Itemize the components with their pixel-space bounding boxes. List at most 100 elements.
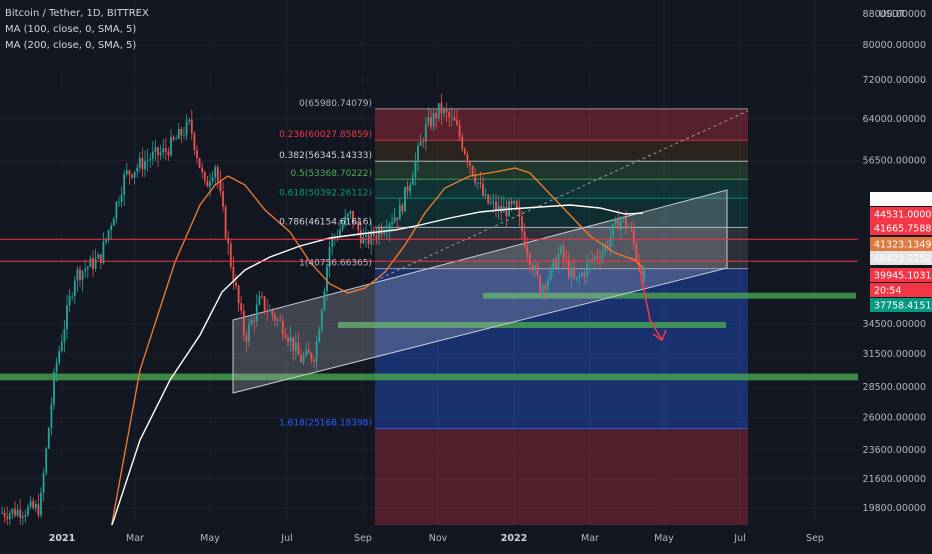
candle-body bbox=[86, 267, 89, 269]
candle-body bbox=[21, 516, 24, 519]
candle-body bbox=[53, 371, 55, 405]
ma100-line bbox=[107, 167, 644, 546]
candle-body bbox=[500, 205, 503, 213]
candle-body bbox=[167, 151, 170, 156]
price-tag: 40423.22523 bbox=[874, 254, 932, 265]
fib-label: 0(65980.74079) bbox=[299, 99, 372, 109]
candle-body bbox=[219, 181, 222, 192]
candle-body bbox=[141, 158, 144, 170]
time-axis[interactable]: 2021 Mar May Jul Sep Nov 2022 Mar May Jul Sep bbox=[0, 525, 932, 550]
fib-label: 0.786(46154.61616) bbox=[279, 217, 372, 227]
candle-body bbox=[47, 427, 50, 449]
candle-body bbox=[118, 201, 120, 203]
support-zones[interactable] bbox=[0, 292, 868, 381]
candle-body bbox=[120, 194, 123, 202]
price-axis-label: 80000.00000 bbox=[863, 40, 926, 51]
candle-body bbox=[617, 218, 620, 230]
candle-body bbox=[40, 492, 42, 516]
candle-body bbox=[484, 194, 487, 196]
candle-body bbox=[352, 210, 354, 224]
candle-body bbox=[344, 216, 347, 226]
candle-body bbox=[521, 216, 523, 232]
candle-body bbox=[305, 349, 308, 356]
candle-body bbox=[443, 108, 445, 114]
candle-body bbox=[456, 120, 458, 125]
candle-body bbox=[482, 183, 484, 196]
price-tag-bg bbox=[870, 237, 932, 251]
time-axis-label: Sep bbox=[354, 533, 372, 544]
legend-title: Bitcoin / Tether, 1D, BITTREX bbox=[5, 8, 149, 19]
candle-body bbox=[575, 276, 578, 279]
candle-body bbox=[170, 137, 172, 156]
candle-body bbox=[323, 291, 326, 310]
arrow-line bbox=[639, 269, 663, 341]
candle-body bbox=[300, 354, 302, 363]
candle-body bbox=[318, 329, 321, 342]
candle-body bbox=[495, 201, 497, 211]
candle-body bbox=[81, 270, 84, 280]
support-zone bbox=[338, 321, 726, 328]
candle-body bbox=[541, 285, 544, 294]
candle-body bbox=[138, 158, 141, 168]
time-axis-label: May bbox=[654, 533, 674, 544]
moving-averages bbox=[107, 167, 644, 546]
price-axis-label: 19800.00000 bbox=[863, 503, 926, 514]
candle-body bbox=[201, 167, 204, 172]
price-axis-label: 56500.00000 bbox=[863, 155, 926, 166]
ma200-line bbox=[111, 204, 644, 526]
horizontal-lines[interactable] bbox=[0, 238, 858, 262]
candle-body bbox=[131, 174, 133, 178]
candle-body bbox=[261, 296, 263, 298]
fib-zone bbox=[375, 140, 748, 162]
candle-body bbox=[222, 191, 224, 207]
candle-body bbox=[297, 342, 300, 355]
time-axis-label: May bbox=[200, 533, 220, 544]
fib-label: 1(40756.66365) bbox=[299, 259, 372, 269]
candle-body bbox=[630, 227, 633, 230]
candle-body bbox=[92, 258, 94, 269]
candle-body bbox=[440, 103, 443, 114]
candle-body bbox=[604, 244, 607, 252]
candle-body bbox=[536, 265, 539, 276]
candle-body bbox=[411, 177, 414, 185]
candle-body bbox=[235, 282, 237, 286]
price-axis-label: 31500.00000 bbox=[863, 349, 926, 360]
fib-label: 0.382(56345.14333) bbox=[279, 151, 372, 161]
projection-arrow[interactable] bbox=[639, 269, 667, 342]
candle-body bbox=[552, 259, 555, 268]
candle-body bbox=[580, 272, 583, 277]
time-axis-bg bbox=[0, 525, 932, 550]
candle-body bbox=[112, 218, 115, 226]
candle-body bbox=[27, 506, 29, 516]
candle-body bbox=[128, 170, 131, 175]
time-axis-label: Mar bbox=[581, 533, 599, 544]
candle-body bbox=[497, 205, 500, 211]
candle-body bbox=[549, 267, 552, 280]
candle-body bbox=[375, 236, 378, 238]
candle-body bbox=[346, 213, 349, 217]
candle-body bbox=[531, 264, 534, 271]
candle-body bbox=[432, 112, 435, 127]
candle-body bbox=[544, 285, 547, 290]
price-channel[interactable] bbox=[232, 189, 728, 394]
candle-body bbox=[198, 158, 201, 168]
candle-body bbox=[58, 351, 61, 363]
candle-body bbox=[419, 141, 422, 146]
price-tag-bg bbox=[870, 192, 932, 206]
candle-body bbox=[357, 221, 360, 231]
candle-body bbox=[60, 342, 63, 352]
candle-body bbox=[123, 174, 126, 195]
candle-body bbox=[622, 217, 625, 220]
candle-body bbox=[513, 200, 516, 204]
candle-body bbox=[102, 241, 105, 264]
candle-body bbox=[115, 201, 118, 219]
time-axis-label: Jul bbox=[280, 533, 292, 544]
candle-body bbox=[97, 254, 100, 259]
candle-body bbox=[560, 246, 562, 254]
candle-body bbox=[29, 501, 32, 507]
candle-body bbox=[227, 237, 230, 244]
grid bbox=[0, 0, 858, 525]
candle-body bbox=[76, 269, 79, 281]
